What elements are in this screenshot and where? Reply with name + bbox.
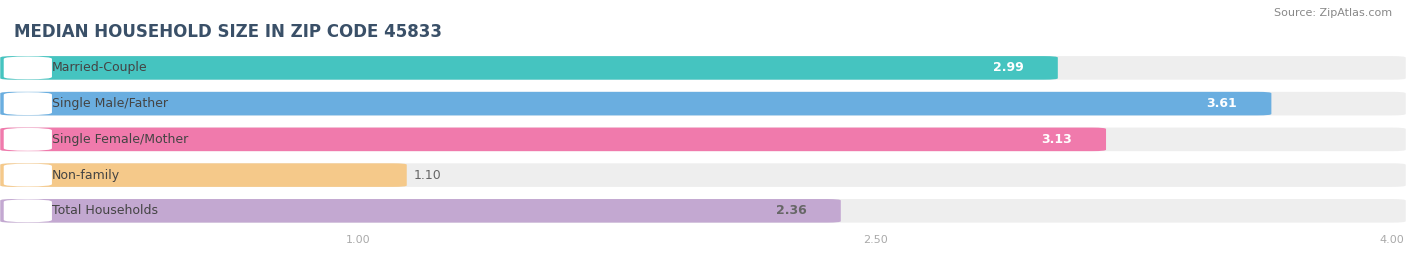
FancyBboxPatch shape — [0, 163, 1406, 187]
FancyBboxPatch shape — [0, 128, 1406, 151]
Text: 1.10: 1.10 — [413, 169, 441, 182]
Text: 2.36: 2.36 — [776, 204, 806, 217]
FancyBboxPatch shape — [0, 163, 406, 187]
FancyBboxPatch shape — [0, 56, 1057, 80]
Text: Single Female/Mother: Single Female/Mother — [52, 133, 188, 146]
FancyBboxPatch shape — [4, 92, 52, 115]
Text: MEDIAN HOUSEHOLD SIZE IN ZIP CODE 45833: MEDIAN HOUSEHOLD SIZE IN ZIP CODE 45833 — [14, 23, 441, 41]
FancyBboxPatch shape — [0, 128, 1107, 151]
Text: 3.13: 3.13 — [1040, 133, 1071, 146]
FancyBboxPatch shape — [0, 199, 841, 223]
FancyBboxPatch shape — [4, 164, 52, 187]
Text: Total Households: Total Households — [52, 204, 157, 217]
Text: Single Male/Father: Single Male/Father — [52, 97, 167, 110]
FancyBboxPatch shape — [4, 57, 52, 79]
FancyBboxPatch shape — [0, 92, 1271, 116]
Text: Source: ZipAtlas.com: Source: ZipAtlas.com — [1274, 8, 1392, 18]
FancyBboxPatch shape — [0, 56, 1406, 80]
FancyBboxPatch shape — [4, 199, 52, 222]
FancyBboxPatch shape — [4, 128, 52, 151]
FancyBboxPatch shape — [0, 199, 1406, 223]
Text: Married-Couple: Married-Couple — [52, 61, 148, 75]
FancyBboxPatch shape — [0, 92, 1406, 116]
Text: 3.61: 3.61 — [1206, 97, 1237, 110]
Text: 2.99: 2.99 — [993, 61, 1024, 75]
Text: Non-family: Non-family — [52, 169, 120, 182]
